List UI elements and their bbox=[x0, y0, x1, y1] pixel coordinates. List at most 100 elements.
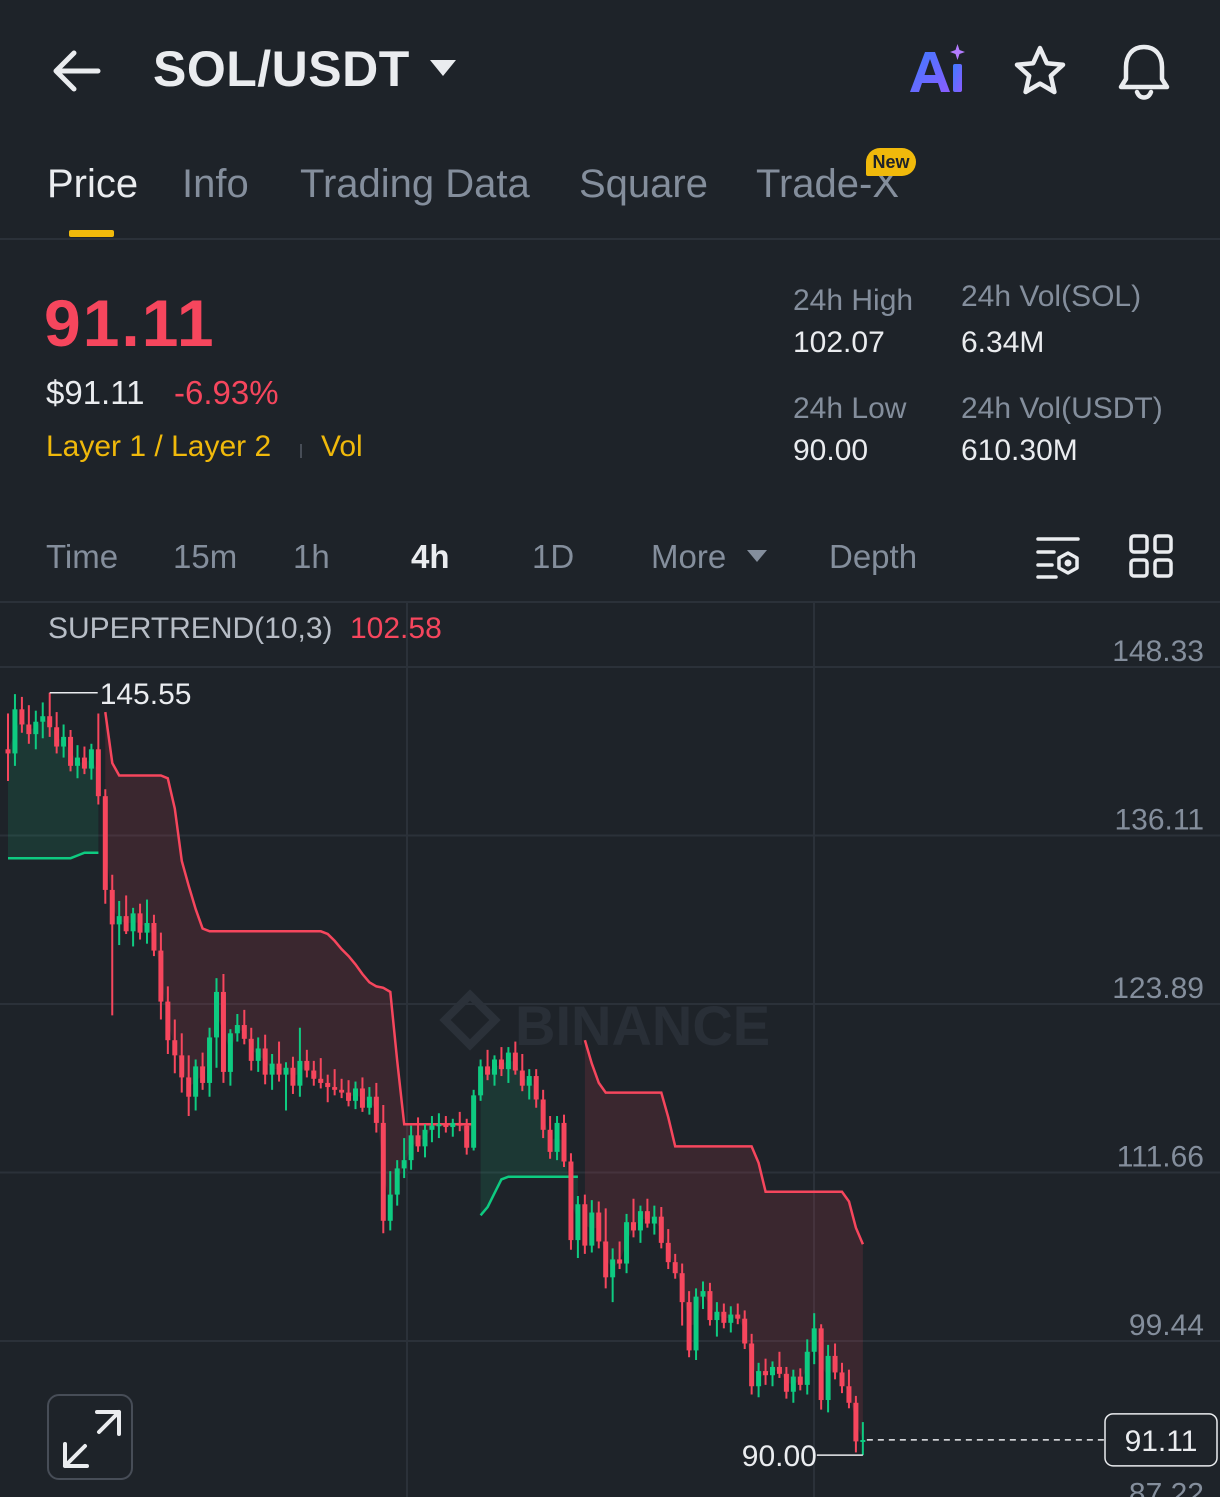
interval-1d[interactable]: 1D bbox=[532, 538, 575, 575]
candle-body bbox=[123, 916, 129, 932]
candle-body bbox=[478, 1066, 484, 1096]
candle-body bbox=[380, 1122, 386, 1221]
candle-body bbox=[429, 1125, 435, 1130]
layout-grid-icon[interactable] bbox=[1128, 533, 1174, 579]
candle-body bbox=[130, 913, 136, 932]
candle-body bbox=[325, 1082, 331, 1088]
candle-body bbox=[359, 1088, 365, 1108]
candle-body bbox=[457, 1122, 463, 1126]
interval-depth[interactable]: Depth bbox=[829, 538, 918, 575]
candle-body bbox=[33, 721, 39, 735]
candle-body bbox=[241, 1025, 247, 1039]
candle-body bbox=[512, 1052, 518, 1071]
candle-body bbox=[227, 1033, 233, 1072]
binance-logo-watermark-icon bbox=[439, 989, 501, 1051]
candle-body bbox=[749, 1343, 755, 1387]
vol-tag[interactable]: Vol bbox=[321, 430, 363, 463]
active-tab-indicator bbox=[69, 230, 114, 237]
candle-body bbox=[505, 1052, 511, 1070]
candle-body bbox=[464, 1125, 470, 1148]
candle-body bbox=[75, 757, 80, 766]
candle-body bbox=[40, 716, 46, 722]
back-arrow-icon[interactable] bbox=[48, 46, 104, 96]
interval-4h[interactable]: 4h bbox=[411, 538, 450, 575]
price-chart-area[interactable]: 148.33 136.11 123.89 111.66 99.44 87.22 BINANC… bbox=[0, 601, 1220, 1497]
candle-body bbox=[825, 1355, 831, 1401]
supertrend-indicator-label: SUPERTREND(10,3) bbox=[48, 612, 333, 645]
candle-body bbox=[756, 1371, 762, 1387]
caret-down-icon[interactable] bbox=[428, 58, 458, 78]
new-badge: New bbox=[866, 148, 916, 176]
candle-body bbox=[61, 736, 67, 747]
ai-assistant-icon[interactable] bbox=[905, 42, 967, 98]
candlestick-chart[interactable]: 148.33 136.11 123.89 111.66 99.44 87.22 BINANC… bbox=[0, 603, 1220, 1497]
candle-body bbox=[554, 1122, 560, 1152]
expand-arrows-icon bbox=[63, 1410, 121, 1468]
vol-sol-label: 24h Vol(SOL) bbox=[961, 280, 1142, 313]
candle-body bbox=[686, 1302, 692, 1351]
candle-body bbox=[304, 1060, 310, 1071]
candle-body bbox=[617, 1259, 623, 1264]
y-tick-label: 123.89 bbox=[1112, 972, 1204, 1005]
candle-body bbox=[783, 1373, 789, 1392]
price-alert-bell-icon[interactable] bbox=[1115, 42, 1173, 100]
tag-divider bbox=[300, 444, 302, 458]
candle-body bbox=[422, 1129, 428, 1147]
supertrend-indicator-value: 102.58 bbox=[350, 612, 442, 645]
candle-body bbox=[860, 1440, 866, 1443]
candle-body bbox=[714, 1311, 720, 1321]
interval-1h[interactable]: 1h bbox=[293, 538, 330, 575]
min-price-label: 90.00 bbox=[742, 1440, 817, 1473]
candle-body bbox=[776, 1366, 782, 1374]
candle-body bbox=[589, 1212, 595, 1246]
candle-body bbox=[624, 1222, 630, 1264]
more-caret-down-icon[interactable] bbox=[746, 549, 768, 563]
candle-body bbox=[373, 1096, 379, 1123]
candle-body bbox=[276, 1063, 282, 1075]
high-24h-label: 24h High bbox=[793, 284, 914, 317]
candle-body bbox=[651, 1216, 657, 1224]
candle-body bbox=[471, 1095, 477, 1148]
candle-body bbox=[658, 1216, 664, 1243]
tab-price[interactable]: Price bbox=[47, 162, 139, 206]
candle-body bbox=[450, 1122, 456, 1128]
candle-body bbox=[672, 1262, 678, 1274]
supertrend-up-line bbox=[8, 851, 99, 860]
tab-info[interactable]: Info bbox=[182, 162, 249, 206]
candle-body bbox=[644, 1211, 650, 1224]
candle-body bbox=[485, 1066, 491, 1075]
candle-body bbox=[540, 1099, 546, 1130]
favorite-star-icon[interactable] bbox=[1012, 44, 1068, 100]
candle-body bbox=[700, 1291, 706, 1297]
indicator-settings-icon[interactable] bbox=[1034, 534, 1082, 580]
interval-15m[interactable]: 15m bbox=[173, 538, 238, 575]
candle-body bbox=[144, 923, 150, 933]
max-price-label: 145.55 bbox=[100, 678, 192, 711]
candle-body bbox=[790, 1376, 796, 1392]
candle-body bbox=[415, 1135, 421, 1147]
fullscreen-button[interactable] bbox=[47, 1394, 133, 1480]
candle-body bbox=[818, 1328, 824, 1401]
candle-body bbox=[200, 1066, 206, 1083]
tab-square[interactable]: Square bbox=[579, 162, 708, 206]
trading-pair-title[interactable]: SOL/USDT bbox=[153, 41, 410, 97]
candle-body bbox=[797, 1376, 803, 1385]
vol-usdt-value: 610.30M bbox=[961, 434, 1078, 467]
interval-more[interactable]: More bbox=[651, 538, 727, 575]
y-tick-label: 87.22 bbox=[1129, 1478, 1204, 1497]
interval-time[interactable]: Time bbox=[46, 538, 119, 575]
tab-trading-data[interactable]: Trading Data bbox=[300, 162, 530, 206]
candle-body bbox=[853, 1402, 859, 1442]
candle-body bbox=[846, 1386, 852, 1403]
candle-body bbox=[255, 1048, 261, 1061]
candle-body bbox=[19, 709, 25, 725]
supertrend-down-line bbox=[583, 1039, 865, 1245]
candle-body bbox=[436, 1124, 442, 1127]
category-tag[interactable]: Layer 1 / Layer 2 bbox=[46, 430, 272, 463]
candle-body bbox=[387, 1194, 393, 1221]
candle-body bbox=[804, 1351, 810, 1385]
main-tabs: Price Info Trading Data Square Trade-X bbox=[0, 140, 1220, 240]
candle-body bbox=[12, 709, 18, 754]
y-tick-label: 136.11 bbox=[1114, 803, 1204, 836]
candle-body bbox=[81, 757, 87, 769]
